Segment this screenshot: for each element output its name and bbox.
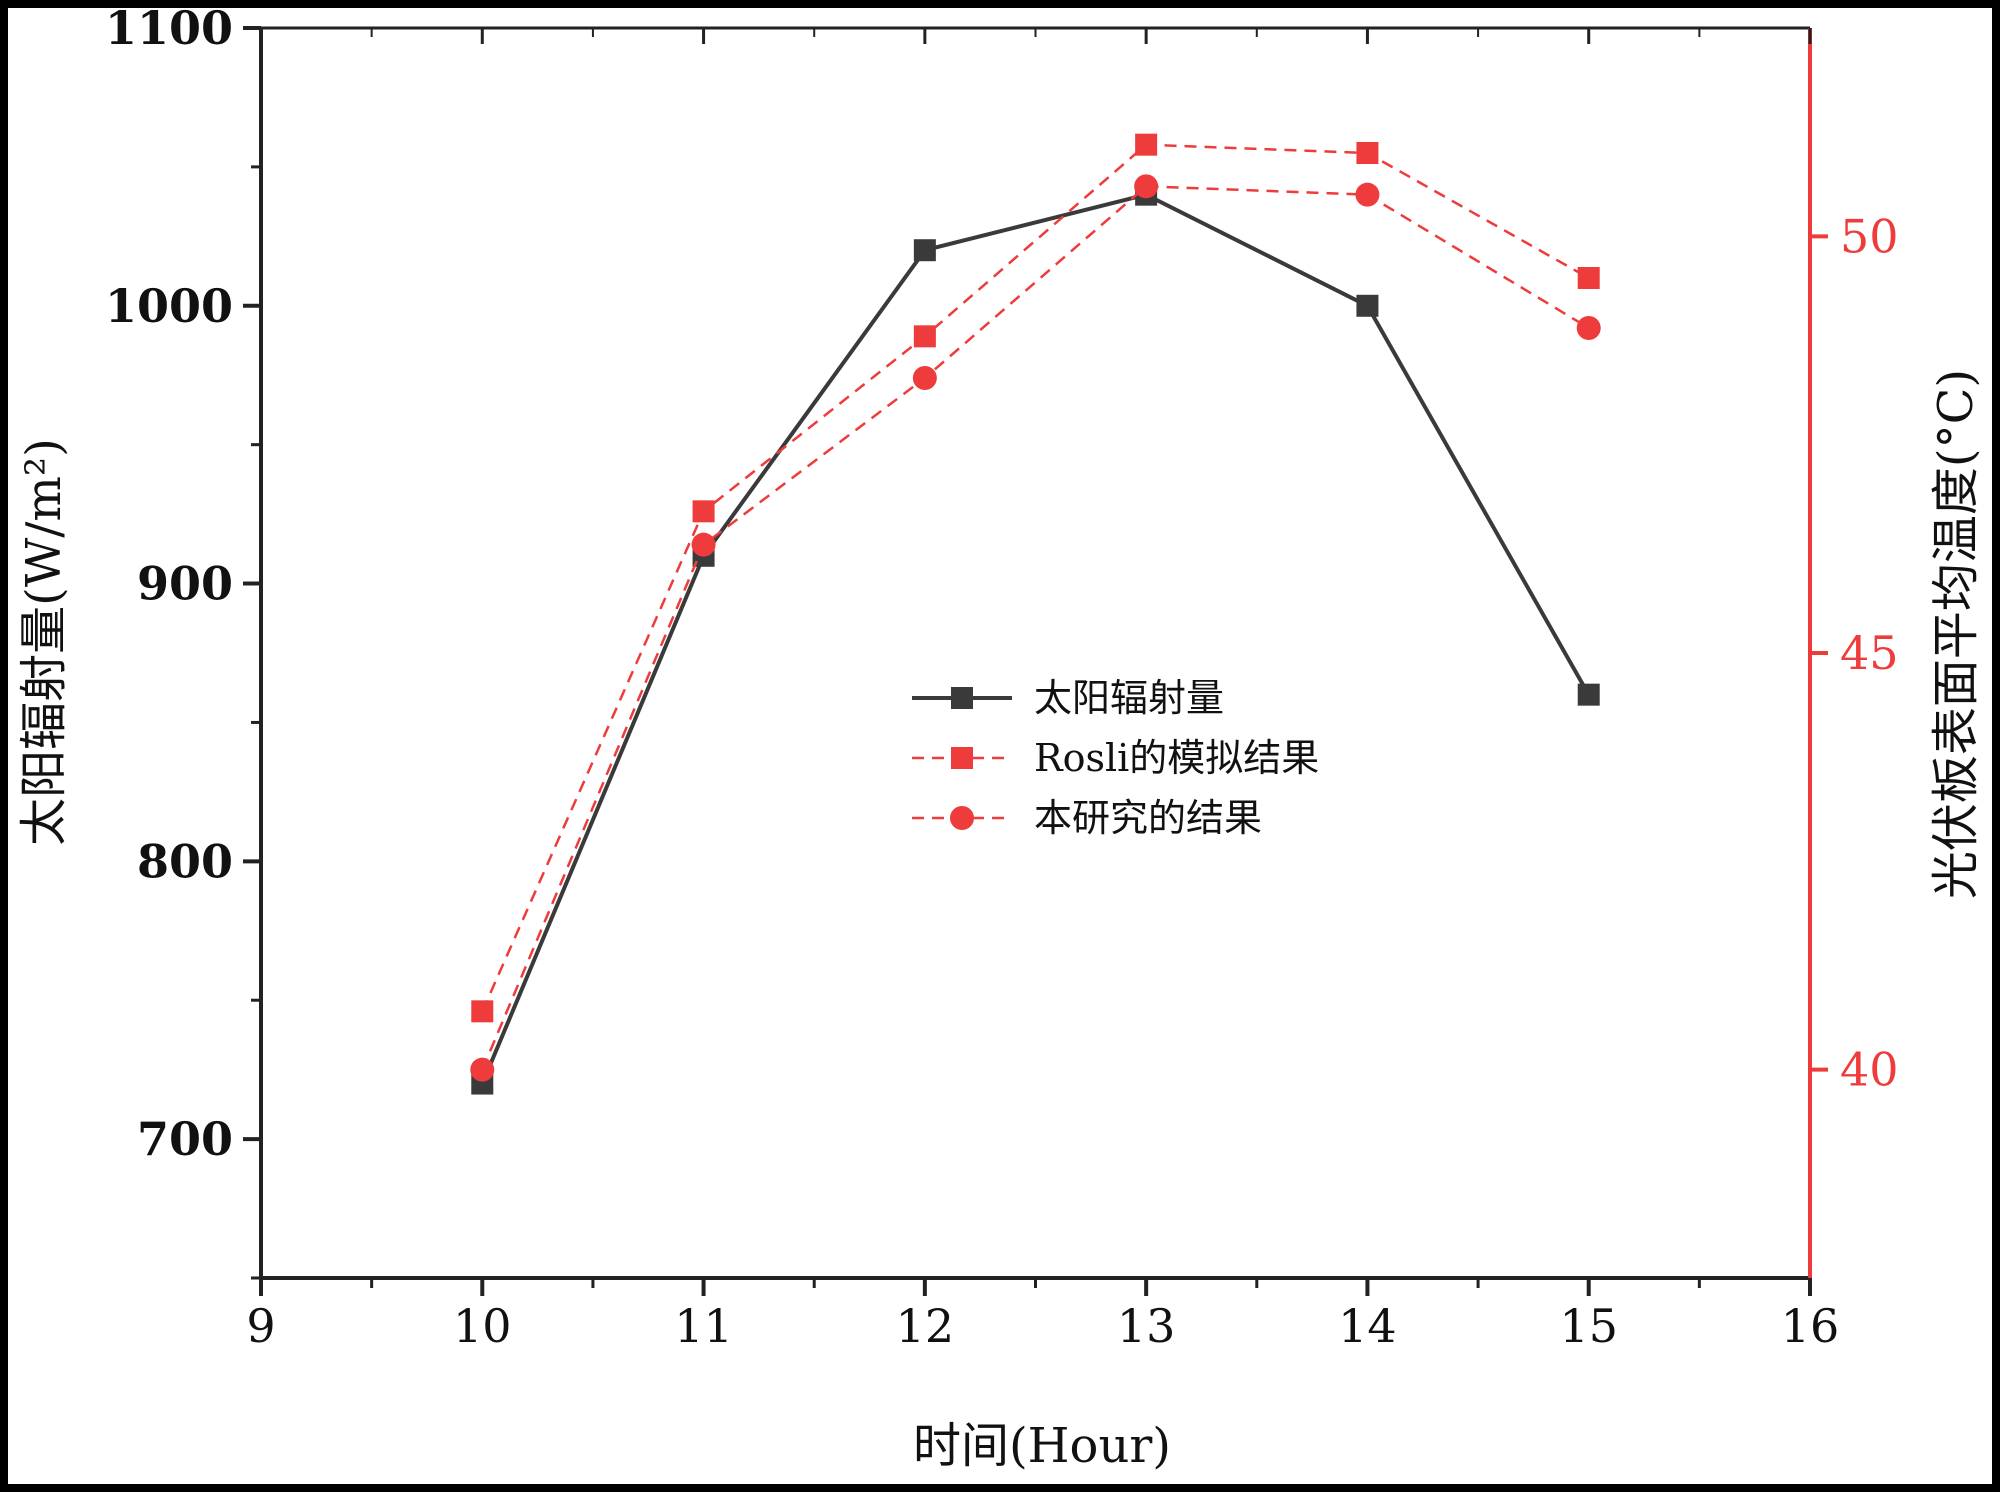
data-point-circle	[1576, 316, 1601, 340]
legend-marker-square	[951, 747, 973, 769]
left-tick-label: 800	[137, 834, 233, 888]
data-point-square	[913, 239, 936, 262]
legend-marker-circle	[950, 806, 974, 830]
x-tick-label: 11	[674, 1299, 733, 1353]
series-line-1	[481, 143, 1590, 1012]
data-point-circle	[1355, 182, 1380, 207]
data-point-square	[471, 1000, 494, 1023]
x-axis-title: 时间(Hour)	[913, 1418, 1171, 1474]
data-point-square	[1577, 683, 1600, 706]
x-tick-label: 12	[896, 1299, 955, 1353]
data-point-circle	[691, 532, 716, 557]
x-tick-label: 9	[246, 1299, 275, 1353]
data-point-circle	[912, 366, 937, 390]
x-tick-label: 10	[453, 1299, 512, 1353]
right-tick-label: 45	[1840, 626, 1899, 680]
x-tick-label: 16	[1781, 1299, 1840, 1353]
data-point-square	[1356, 142, 1379, 164]
series-line-0	[480, 192, 1591, 1085]
left-axis-title: 太阳辐射量(W/m²)	[16, 438, 72, 846]
data-point-square	[692, 500, 715, 523]
x-tick-label: 15	[1559, 1299, 1618, 1353]
axes-layer: 9 10 11 12 13 14 15 16 700 800 900 1000 1100 40 45 50	[105, 1, 1899, 1353]
right-tick-label: 50	[1840, 209, 1899, 263]
x-tick-label: 14	[1338, 1299, 1397, 1353]
data-point-circle	[470, 1057, 495, 1082]
data-point-square	[1135, 133, 1158, 156]
series-line-2	[481, 185, 1590, 1071]
x-tick-label: 13	[1117, 1299, 1176, 1353]
right-tick-label: 40	[1840, 1043, 1899, 1097]
legend-marker-square	[951, 687, 973, 709]
series-layer	[470, 133, 1601, 1095]
left-tick-label: 900	[137, 557, 233, 611]
left-tick-label: 1000	[105, 279, 233, 333]
data-point-square	[1356, 294, 1379, 317]
left-tick-label: 700	[137, 1112, 233, 1166]
legend-label: Rosli的模拟结果	[1034, 736, 1319, 780]
data-point-circle	[1134, 174, 1159, 199]
right-axis-title: 光伏板表面平均温度(°C)	[1928, 369, 1984, 899]
data-point-square	[1577, 267, 1600, 289]
data-point-square	[913, 325, 936, 348]
left-tick-label: 1100	[105, 1, 233, 55]
legend-label: 本研究的结果	[1034, 796, 1262, 840]
legend-label: 太阳辐射量	[1034, 676, 1224, 720]
